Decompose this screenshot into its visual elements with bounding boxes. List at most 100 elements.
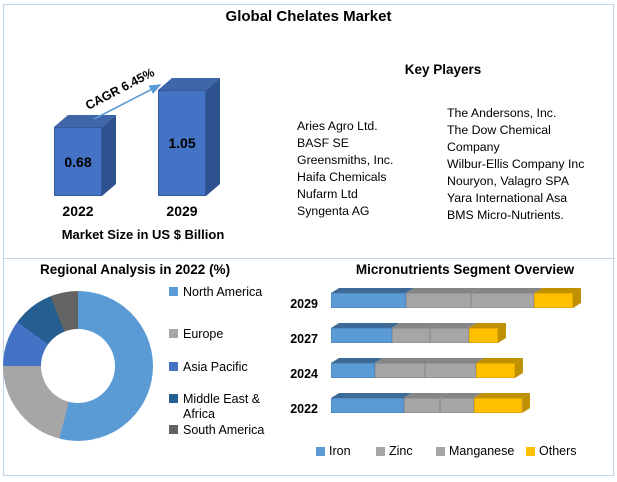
key-player: Company bbox=[447, 140, 500, 154]
bar-top-face bbox=[54, 115, 116, 127]
key-player: Aries Agro Ltd. bbox=[297, 119, 378, 133]
bar-end-cap bbox=[514, 358, 523, 378]
legend-item: Asia Pacific bbox=[169, 360, 291, 375]
key-player: Syngenta AG bbox=[297, 204, 370, 218]
legend-item: Middle East & Africa bbox=[169, 392, 291, 422]
bar-segment-bevel bbox=[471, 288, 542, 293]
bar-top-face bbox=[158, 78, 220, 90]
legend-label: Europe bbox=[183, 327, 224, 341]
micronutrients-title: Micronutrients Segment Overview bbox=[355, 262, 575, 277]
year-label: 2027 bbox=[290, 332, 318, 346]
bar-segment-manganese bbox=[425, 363, 477, 378]
market-bar: 0.68 bbox=[54, 115, 116, 196]
bar-value-label: 0.68 bbox=[64, 153, 92, 170]
key-players-title: Key Players bbox=[404, 62, 482, 77]
legend-label: Zinc bbox=[389, 444, 413, 458]
bar-segment-iron bbox=[331, 398, 404, 413]
key-player: BMS Micro-Nutrients. bbox=[447, 208, 564, 222]
section-divider bbox=[3, 258, 615, 259]
bar-segment-bevel bbox=[406, 288, 479, 293]
legend-label: Manganese bbox=[449, 444, 515, 458]
legend-swatch bbox=[169, 394, 178, 403]
legend-label: Iron bbox=[329, 444, 351, 458]
legend-label: South America bbox=[183, 423, 265, 437]
key-player: Nouryon, Valagro SPA bbox=[447, 174, 569, 188]
legend-label: Asia Pacific bbox=[183, 360, 248, 374]
legend-swatch bbox=[169, 287, 178, 296]
legend-swatch bbox=[316, 446, 325, 456]
outer-frame bbox=[3, 4, 614, 476]
category-label: 2029 bbox=[166, 203, 198, 219]
bar-segment-bevel bbox=[404, 393, 448, 398]
bar-segment-iron bbox=[331, 328, 392, 343]
category-label: 2022 bbox=[62, 203, 94, 219]
bar-end-cap bbox=[573, 288, 581, 308]
key-players-column-2: The Andersons, Inc. The Dow Chemical Com… bbox=[447, 105, 584, 224]
legend-label: Middle East & Africa bbox=[183, 392, 261, 421]
key-player: Greensmiths, Inc. bbox=[297, 153, 394, 167]
key-player: Nufarm Ltd bbox=[297, 187, 358, 201]
bar-front-face: 0.68 bbox=[54, 127, 102, 196]
bar-segment-bevel bbox=[474, 393, 530, 398]
bar-side-face bbox=[206, 78, 220, 196]
bar-segment-others bbox=[468, 328, 498, 343]
bar-value-label: 1.05 bbox=[168, 135, 196, 151]
legend-item: Others bbox=[526, 444, 577, 458]
bar-segment-bevel bbox=[534, 288, 581, 293]
legend-item: Europe bbox=[169, 327, 291, 342]
donut-chart bbox=[3, 291, 153, 441]
legend-item: North America bbox=[169, 285, 291, 300]
stacked-bars-plot bbox=[331, 288, 593, 428]
legend-item: South America bbox=[169, 423, 291, 438]
bar-segment-bevel bbox=[331, 288, 414, 293]
key-players-column-1: Aries Agro Ltd. BASF SE Greensmiths, Inc… bbox=[297, 118, 393, 220]
key-player: BASF SE bbox=[297, 136, 349, 150]
year-label: 2024 bbox=[290, 367, 318, 381]
bar-segment-bevel bbox=[476, 358, 523, 363]
bar-front-face: 1.05 bbox=[158, 90, 206, 196]
key-player: The Dow Chemical bbox=[447, 123, 551, 137]
bar-segment-bevel bbox=[440, 393, 482, 398]
bar-segment-bevel bbox=[425, 358, 484, 363]
bar-side-face bbox=[102, 115, 116, 196]
bar-segment-zinc bbox=[406, 293, 472, 308]
year-label: 2029 bbox=[290, 297, 318, 311]
bar-end-cap bbox=[522, 393, 531, 413]
bar-segment-zinc bbox=[403, 398, 440, 413]
key-player: Wilbur-Ellis Company Inc bbox=[447, 157, 585, 171]
legend-swatch bbox=[169, 329, 178, 338]
bar-segment-others bbox=[476, 363, 515, 378]
bar-segment-bevel bbox=[430, 323, 477, 328]
bar-segment-bevel bbox=[331, 323, 400, 328]
legend-swatch bbox=[169, 362, 178, 371]
bar-segment-bevel bbox=[375, 358, 434, 363]
legend-swatch bbox=[376, 446, 385, 456]
bar-segment-manganese bbox=[430, 328, 469, 343]
market-bar: 1.05 bbox=[158, 78, 220, 196]
bar-end-cap bbox=[497, 323, 506, 343]
legend-item: Zinc bbox=[376, 444, 413, 458]
key-player: Haifa Chemicals bbox=[297, 170, 387, 184]
legend-item: Iron bbox=[316, 444, 351, 458]
legend-swatch bbox=[436, 446, 445, 456]
legend-label: North America bbox=[183, 285, 263, 299]
bar-segment-bevel bbox=[392, 323, 439, 328]
key-player: The Andersons, Inc. bbox=[447, 106, 557, 120]
page-title: Global Chelates Market bbox=[225, 8, 392, 25]
regional-analysis-title: Regional Analysis in 2022 (%) bbox=[40, 262, 231, 277]
legend-item: Manganese bbox=[436, 444, 514, 458]
legend-swatch bbox=[169, 425, 178, 434]
year-label: 2022 bbox=[290, 402, 318, 416]
bar-segment-iron bbox=[331, 293, 407, 308]
growth-arrow-icon bbox=[93, 84, 162, 120]
bar-segment-bevel bbox=[331, 358, 383, 363]
bar-segment-zinc bbox=[374, 363, 426, 378]
bar-segment-bevel bbox=[331, 393, 412, 398]
bar-segment-others bbox=[534, 293, 573, 308]
legend-label: Others bbox=[539, 444, 577, 458]
key-player: Yara International Asa bbox=[447, 191, 568, 205]
bar-segment-zinc bbox=[391, 328, 431, 343]
axis-caption: Market Size in US $ Billion bbox=[61, 227, 225, 242]
bar-segment-bevel bbox=[469, 323, 506, 328]
